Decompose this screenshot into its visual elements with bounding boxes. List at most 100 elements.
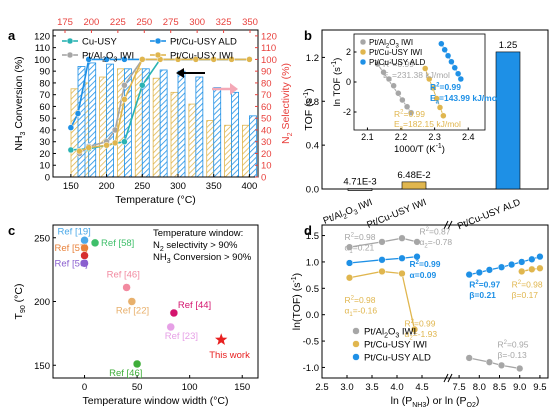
fit-annotation: α2=-1.93 [405, 329, 438, 342]
y-tick-label: 0.4 [306, 141, 319, 152]
conversion-point [192, 56, 200, 63]
axis-break [443, 220, 449, 230]
reference-point [166, 322, 175, 332]
conversion-point [210, 56, 217, 63]
fit-annotation: β=-0.13 [497, 350, 526, 360]
order-line-left [349, 256, 418, 264]
order-point-left [398, 234, 406, 242]
selectivity-bar [106, 63, 114, 178]
bar-value-label: 6.48E-2 [397, 170, 430, 181]
selectivity-bar [177, 70, 186, 178]
tof-bar [401, 181, 427, 190]
x-axis-title: Temperature window width (°C) [82, 395, 228, 407]
order-point-left [345, 259, 354, 267]
y2-tick-label: 60 [261, 102, 272, 113]
inset-data-point [407, 109, 415, 116]
x-tick-label: 100 [182, 382, 198, 393]
order-point-right [475, 268, 483, 277]
conversion-point [74, 110, 82, 117]
reference-label: Ref [58] [101, 238, 134, 249]
order-point-left [345, 243, 354, 251]
order-point-right [518, 267, 526, 276]
legend-label: Pt/Cu-USY IWI [364, 340, 427, 351]
x-tick-label: 350 [206, 181, 222, 192]
x-tick-label: 4.0 [390, 382, 403, 393]
panel-label-c: c [8, 223, 15, 238]
panel-label-d: d [304, 223, 312, 238]
inset-data-point [403, 103, 411, 110]
order-point-right [485, 266, 494, 274]
inset-y-tick-label: -2 [343, 107, 351, 117]
selectivity-bar [213, 87, 222, 178]
y-axis-title: TOF (s-1) [303, 88, 315, 130]
y2-tick-label: 40 [261, 125, 272, 136]
inset-legend-marker [359, 58, 367, 66]
bar-value-label: 4.71E-3 [343, 176, 376, 187]
inset-ea-iwi: Ea=182.15 kJ/mol [394, 119, 461, 132]
y-tick-label: 0.0 [306, 310, 319, 321]
fit-annotation: R2=0.98 [512, 279, 543, 289]
inset-x-tick-label: 2.4 [462, 132, 475, 142]
inset-data-point [454, 70, 462, 77]
y-tick-label: 100 [34, 55, 50, 66]
inset-y-tick-label: 0 [346, 77, 351, 87]
reference-point [90, 238, 100, 248]
legend-marker [352, 353, 360, 361]
x-tick-label: 9.0 [513, 382, 526, 393]
conversion-point [121, 82, 128, 89]
y-tick-label: 110 [35, 43, 50, 54]
top-tick-label: 250 [136, 17, 152, 28]
inset-data-point [390, 82, 397, 89]
inset-ea-ald: Ea=143.99 kJ/mol [430, 93, 499, 106]
x-tick-label: 4.5 [415, 382, 428, 393]
y-tick-label: 0 [45, 173, 50, 184]
reference-label: Ref [19] [58, 226, 91, 237]
conversion-point [228, 56, 235, 63]
fit-annotation: R2=0.87 [420, 226, 451, 236]
conversion-point [121, 138, 128, 145]
order-point-left [398, 254, 406, 262]
reference-label: Ref [22] [116, 306, 149, 317]
y-tick-label: 90 [39, 67, 50, 78]
order-point-right [528, 265, 536, 273]
inset-data-point [457, 75, 465, 83]
x-tick-label: 3.5 [365, 382, 378, 393]
order-point-left [378, 238, 386, 246]
this-work-label: This work [209, 350, 250, 361]
reference-point [127, 297, 137, 306]
fit-annotation: β=0.17 [512, 290, 539, 300]
legend-marker [154, 51, 162, 59]
fit-annotation: R2=0.98 [345, 232, 376, 242]
reference-label: Ref [44] [178, 300, 211, 311]
order-point-right [528, 255, 536, 263]
y2-tick-label: 30 [261, 137, 272, 148]
legend-label: Cu-USY [82, 37, 118, 48]
order-point-right [516, 364, 524, 373]
inset-frame [353, 33, 486, 131]
inset-data-point [399, 96, 406, 104]
inset-legend-marker [359, 38, 367, 46]
x-tick-label: 150 [234, 382, 250, 393]
order-point-right [485, 358, 494, 366]
conversion-point [121, 56, 128, 63]
legend-marker [66, 51, 74, 59]
y-tick-label: 60 [39, 102, 50, 113]
x-tick-label: 3.0 [340, 382, 353, 393]
inset-data-point [380, 69, 387, 76]
panel-c: c 0 50 100 150 150 200 250 Temperature window wi… [8, 223, 259, 407]
order-point-left [398, 269, 406, 278]
inset-y-tick-label: 2 [346, 47, 351, 57]
plot-frame [321, 29, 549, 190]
inset-legend-label: Pt/Cu-USY ALD [369, 58, 426, 67]
top-tick-label: 300 [189, 17, 205, 28]
x-tick-label: 200 [99, 181, 115, 192]
fit-annotation: R2=0.98 [345, 295, 376, 305]
inset-data-point [395, 90, 402, 97]
inset-data-point [441, 46, 448, 53]
fit-annotation: α1=-0.16 [345, 306, 378, 319]
selectivity-bar [152, 77, 161, 178]
order-line-right [469, 357, 520, 370]
this-work-star [215, 333, 228, 345]
reference-label: Ref [46] [107, 269, 140, 280]
fit-annotation: R2=0.99 [405, 318, 436, 328]
